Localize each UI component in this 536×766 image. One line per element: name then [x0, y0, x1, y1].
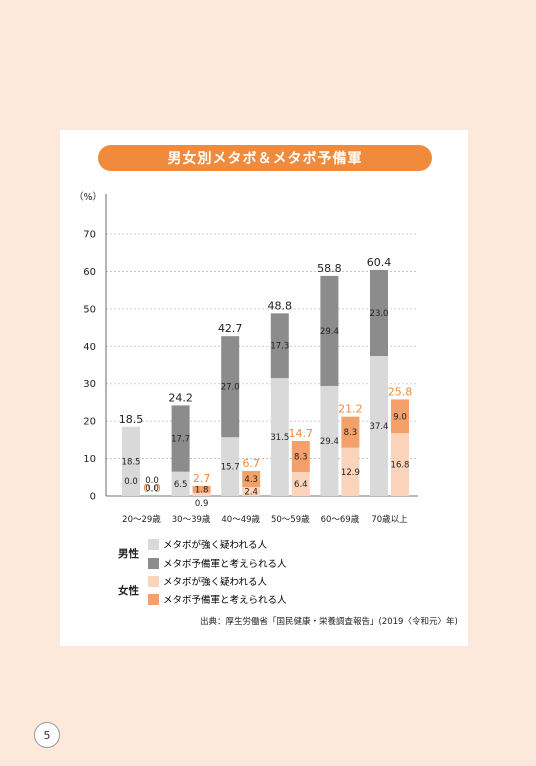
bar-male-reserve [370, 269, 388, 357]
male-reserve-label: 17.3 [270, 342, 289, 352]
y-tick-label: 40 [83, 342, 96, 353]
x-category-label: 20～29歳 [122, 514, 161, 525]
female-total-label: 25.8 [388, 385, 413, 398]
bar-female-strong [192, 492, 211, 496]
y-tick-label: 30 [83, 379, 96, 390]
legend-swatch-female-strong [148, 575, 159, 587]
chart-title: 男女別メタボ＆メタボ予備軍 [98, 145, 432, 171]
female-reserve-label: 8.3 [294, 453, 308, 463]
male-total-label: 60.4 [367, 256, 392, 269]
x-category-label: 70歳以上 [371, 514, 408, 525]
male-strong-label: 18.5 [122, 457, 141, 467]
bar-male-strong [221, 437, 240, 496]
y-tick-label: 20 [83, 417, 96, 428]
male-strong-label: 29.4 [320, 437, 339, 447]
male-strong-label: 31.5 [270, 433, 289, 443]
bar-male-strong [270, 378, 289, 496]
y-tick-label: 50 [83, 304, 96, 315]
female-reserve-label: 1.8 [195, 485, 209, 495]
female-strong-label: 2.4 [244, 488, 258, 498]
legend-swatch-male-reserve [148, 557, 159, 569]
legend-female-label: 女性 [118, 585, 139, 597]
y-tick-label: 10 [83, 454, 96, 465]
female-total-label: 6.7 [242, 457, 260, 470]
bar-female-strong [391, 433, 409, 496]
bar-male-strong [122, 426, 140, 496]
female-reserve-label: 8.3 [344, 428, 358, 438]
male-total-label: 42.7 [218, 322, 243, 335]
legend-male-reserve: メタボ予備軍と考えられる人 [148, 556, 287, 570]
female-strong-label: 16.8 [391, 461, 410, 471]
bar-female-reserve [391, 399, 409, 434]
y-tick-label: 60 [83, 267, 96, 278]
female-strong-label: 12.9 [341, 468, 360, 478]
bar-female-strong [341, 447, 360, 496]
legend-text-male-reserve: メタボ予備軍と考えられる人 [163, 559, 287, 570]
legend-text-male-strong: メタボが強く疑われる人 [163, 540, 268, 551]
bar-male-strong [370, 356, 388, 496]
female-reserve-label: 4.3 [244, 475, 258, 485]
male-strong-label: 6.5 [174, 480, 188, 490]
legend-text-female-strong: メタボが強く疑われる人 [163, 577, 268, 588]
bar-male-reserve [270, 313, 289, 379]
female-total-label: 14.7 [289, 427, 314, 440]
male-total-label: 58.8 [317, 262, 342, 275]
female-strong-label: 0.9 [195, 499, 209, 509]
bar-female-reserve [192, 485, 211, 493]
bar-female-reserve [291, 440, 310, 473]
female-reserve-label: 9.0 [393, 412, 407, 422]
x-category-label: 50～59歳 [271, 514, 310, 525]
source-note: 出典：厚生労働省「国民健康・栄養調査報告」(2019〈令和元〉年) [200, 617, 458, 627]
legend-text-female-reserve: メタボ予備軍と考えられる人 [163, 595, 287, 606]
x-category-label: 30～39歳 [172, 514, 211, 525]
legend-female-strong: メタボが強く疑われる人 [148, 574, 267, 588]
male-reserve-label: 23.0 [370, 309, 389, 319]
chart-card [60, 130, 468, 646]
x-category-label: 60～69歳 [321, 514, 360, 525]
legend-male-strong: メタボが強く疑われる人 [148, 537, 267, 551]
y-tick-label: 70 [83, 230, 96, 241]
male-reserve-label: 17.7 [171, 435, 190, 445]
male-strong-label: 37.4 [370, 422, 389, 432]
bar-male-strong [320, 385, 339, 496]
bar-male-reserve [320, 275, 339, 386]
female-strong-label: 0.0 [145, 484, 159, 494]
bar-male-reserve [171, 405, 190, 472]
male-reserve-label: 27.0 [221, 383, 240, 393]
male-total-label: 48.8 [268, 299, 293, 312]
page-number: 5 [34, 722, 60, 748]
male-strong-label: 15.7 [221, 463, 240, 473]
bar-female-reserve [242, 470, 261, 488]
male-reserve-label: 29.4 [320, 327, 339, 337]
male-total-label: 18.5 [119, 413, 144, 426]
female-total-label: 0.0 [143, 482, 161, 495]
legend-swatch-female-reserve [148, 593, 159, 605]
female-strong-label: 6.4 [294, 480, 308, 490]
bar-female-strong [242, 487, 261, 496]
bar-female-strong [291, 472, 310, 496]
legend-male-label: 男性 [118, 548, 139, 560]
x-category-label: 40～49歳 [221, 514, 260, 525]
male-reserve-label: 0.0 [124, 477, 138, 487]
female-total-label: 21.2 [338, 403, 363, 416]
male-total-label: 24.2 [168, 391, 193, 404]
y-axis-label: （%） [74, 191, 102, 203]
legend-swatch-male-strong [148, 538, 159, 550]
y-tick-label: 0 [90, 492, 96, 503]
bar-male-reserve [221, 336, 240, 438]
female-reserve-label: 0.0 [145, 476, 159, 486]
legend-female-reserve: メタボ予備軍と考えられる人 [148, 592, 287, 606]
bar-male-strong [171, 471, 190, 496]
female-total-label: 2.7 [193, 472, 211, 485]
bar-female-reserve [341, 416, 360, 448]
